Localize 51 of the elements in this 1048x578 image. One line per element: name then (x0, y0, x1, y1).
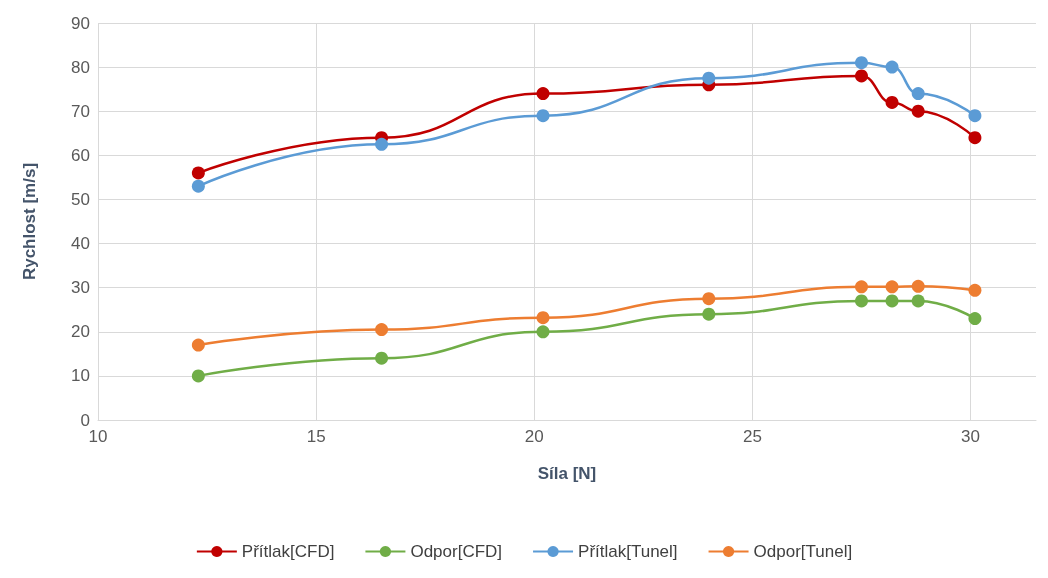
point (191, 338, 205, 352)
point (536, 325, 550, 339)
x-tick-label: 10 (88, 427, 108, 446)
point (536, 109, 550, 123)
point (536, 311, 550, 325)
point (375, 323, 389, 337)
point (536, 87, 550, 101)
point (855, 280, 868, 294)
y-tick-label: 50 (71, 189, 90, 209)
point (702, 292, 716, 306)
point (968, 283, 982, 297)
point (911, 104, 925, 118)
legend-label: Odpor[Tunel] (753, 542, 853, 561)
point (885, 60, 899, 74)
point (855, 294, 868, 308)
point (911, 294, 925, 308)
legend-label: Odpor[CFD] (410, 542, 503, 561)
x-axis-title: Síla [N] (537, 464, 597, 483)
point (191, 179, 205, 193)
y-tick-label: 30 (71, 278, 90, 298)
point (702, 71, 716, 85)
point (911, 87, 925, 101)
y-tick-label: 0 (80, 410, 90, 430)
x-tick-label: 30 (961, 427, 981, 446)
point (191, 166, 205, 180)
point (855, 69, 868, 83)
y-tick-label: 90 (71, 13, 90, 33)
point (885, 95, 899, 109)
x-tick-label: 15 (306, 427, 326, 446)
point (968, 312, 982, 326)
y-tick-label: 20 (71, 322, 90, 342)
point (375, 137, 389, 151)
point (885, 294, 899, 308)
y-tick-label: 80 (71, 57, 90, 77)
point (191, 369, 205, 383)
point (968, 131, 982, 145)
legend-label: Přítlak[CFD] (241, 542, 335, 561)
point (911, 279, 925, 293)
point (885, 280, 899, 294)
y-tick-label: 70 (71, 101, 90, 121)
point (855, 56, 868, 70)
x-tick-label: 20 (524, 427, 544, 446)
point (968, 109, 982, 123)
y-tick-label: 40 (71, 234, 90, 254)
y-tick-label: 10 (71, 366, 90, 386)
y-tick-label: 60 (71, 145, 90, 165)
point (702, 307, 716, 321)
point (375, 351, 389, 365)
y-axis-title: Rychlost [m/s] (20, 162, 39, 281)
legend-label: Přítlak[Tunel] (578, 542, 678, 561)
x-tick-label: 25 (742, 427, 762, 446)
